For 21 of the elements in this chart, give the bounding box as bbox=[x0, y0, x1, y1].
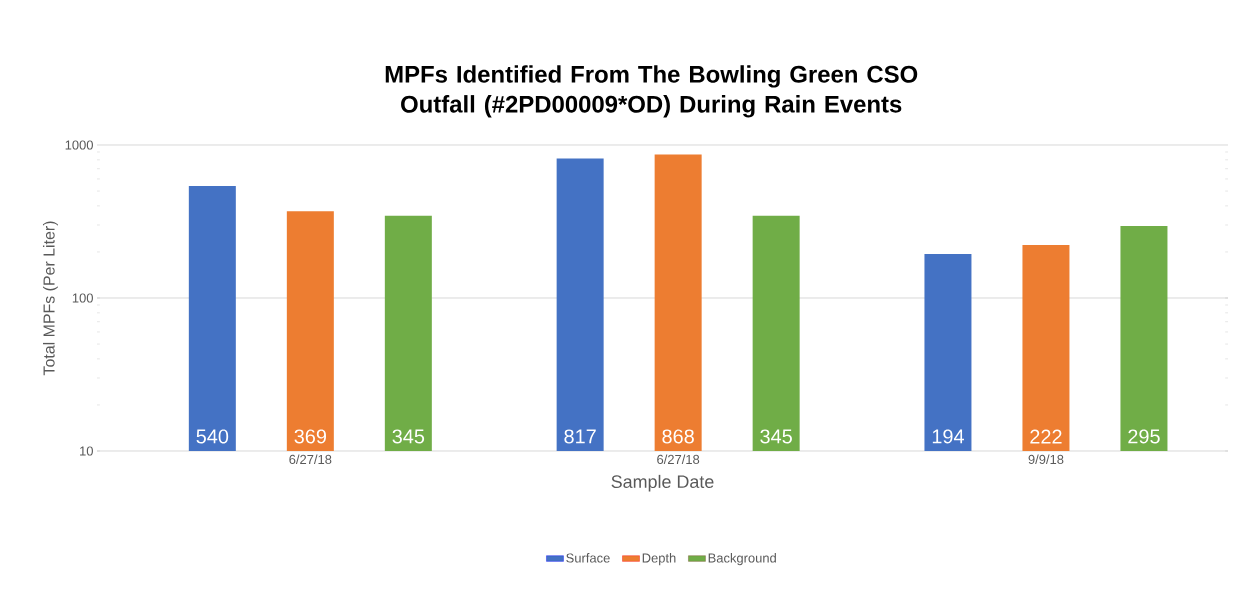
y-tick-label: 1000 bbox=[65, 140, 93, 150]
chart-title: MPFs Identified From The Bowling Green CSO Outfall (#2PD00009*OD) During Rain Events bbox=[385, 65, 918, 118]
x-tick-label: 9/9/18 bbox=[1028, 454, 1064, 465]
data-label: 222 bbox=[1030, 429, 1062, 444]
data-label: 369 bbox=[294, 429, 327, 444]
data-label: 345 bbox=[392, 429, 425, 444]
data-label: 868 bbox=[662, 429, 694, 444]
x-axis-title: Sample Date bbox=[611, 474, 714, 492]
y-axis-title: Total MPFs (Per Liter) bbox=[42, 221, 58, 376]
legend-label: Background bbox=[708, 553, 776, 566]
legend-label: Surface bbox=[566, 553, 610, 563]
data-label: 194 bbox=[932, 429, 964, 444]
legend-label: Depth bbox=[642, 553, 676, 566]
x-tick-label: 6/27/18 bbox=[657, 454, 700, 465]
data-label: 817 bbox=[564, 429, 596, 444]
data-label: 295 bbox=[1128, 429, 1160, 444]
data-label: 345 bbox=[760, 429, 792, 444]
data-label: 540 bbox=[196, 429, 229, 444]
x-tick-label: 6/27/18 bbox=[289, 454, 332, 465]
y-tick-label: 10 bbox=[80, 446, 93, 456]
y-tick-label: 100 bbox=[72, 293, 93, 303]
